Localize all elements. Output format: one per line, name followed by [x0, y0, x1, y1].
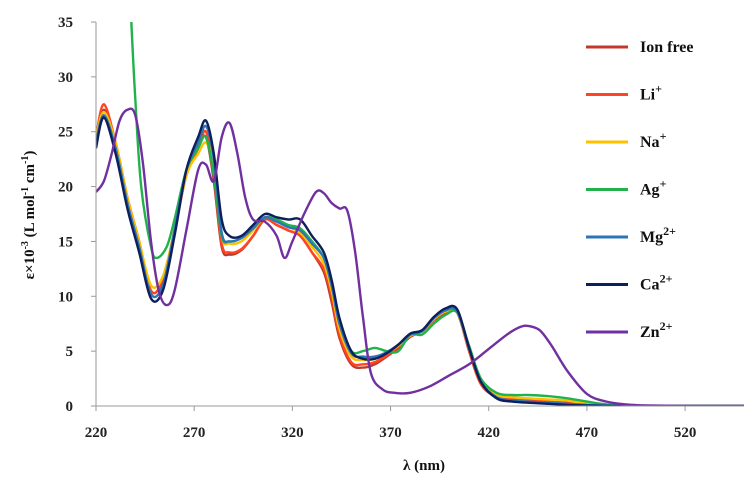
legend-label: Ion free: [640, 39, 693, 56]
legend-label: Ca2+: [640, 272, 673, 294]
y-tick-label: 30: [58, 70, 73, 86]
y-tick-label: 10: [58, 289, 73, 305]
plot-lines: [96, 21, 744, 406]
x-tick-label: 520: [674, 425, 697, 441]
x-tick-label: 470: [576, 425, 599, 441]
y-tick-label: 15: [58, 234, 73, 250]
y-tick-label: 5: [66, 344, 74, 360]
y-tick-label: 35: [58, 15, 73, 31]
legend-label: Zn2+: [640, 319, 673, 341]
series-line-6: [96, 107, 744, 406]
series-line-3: [130, 21, 744, 406]
x-tick-label: 420: [477, 425, 500, 441]
series-line-5: [96, 116, 744, 406]
axes: [91, 21, 744, 411]
x-axis-label: λ (nm): [403, 458, 445, 474]
x-tick-label: 220: [85, 425, 108, 441]
legend-label: Mg2+: [640, 224, 676, 246]
legend: Ion free Li+ Na+ Ag+ Mg2+ Ca2+ Zn2+: [586, 39, 693, 341]
y-axis-label: ε×10-3 (L mol-1 cm-1): [20, 151, 38, 280]
x-tick-label: 370: [379, 425, 402, 441]
tick-labels: 0 5 10 15 20 25 30 35 220 270 320 370 420 470 520: [58, 15, 696, 441]
y-tick-label: 0: [66, 399, 74, 415]
legend-label: Li+: [640, 82, 662, 104]
x-tick-label: 320: [281, 425, 304, 441]
x-tick-label: 270: [183, 425, 206, 441]
y-tick-label: 25: [58, 125, 73, 141]
legend-label: Na+: [640, 129, 667, 151]
y-tick-label: 20: [58, 180, 73, 196]
legend-label: Ag+: [640, 177, 667, 199]
